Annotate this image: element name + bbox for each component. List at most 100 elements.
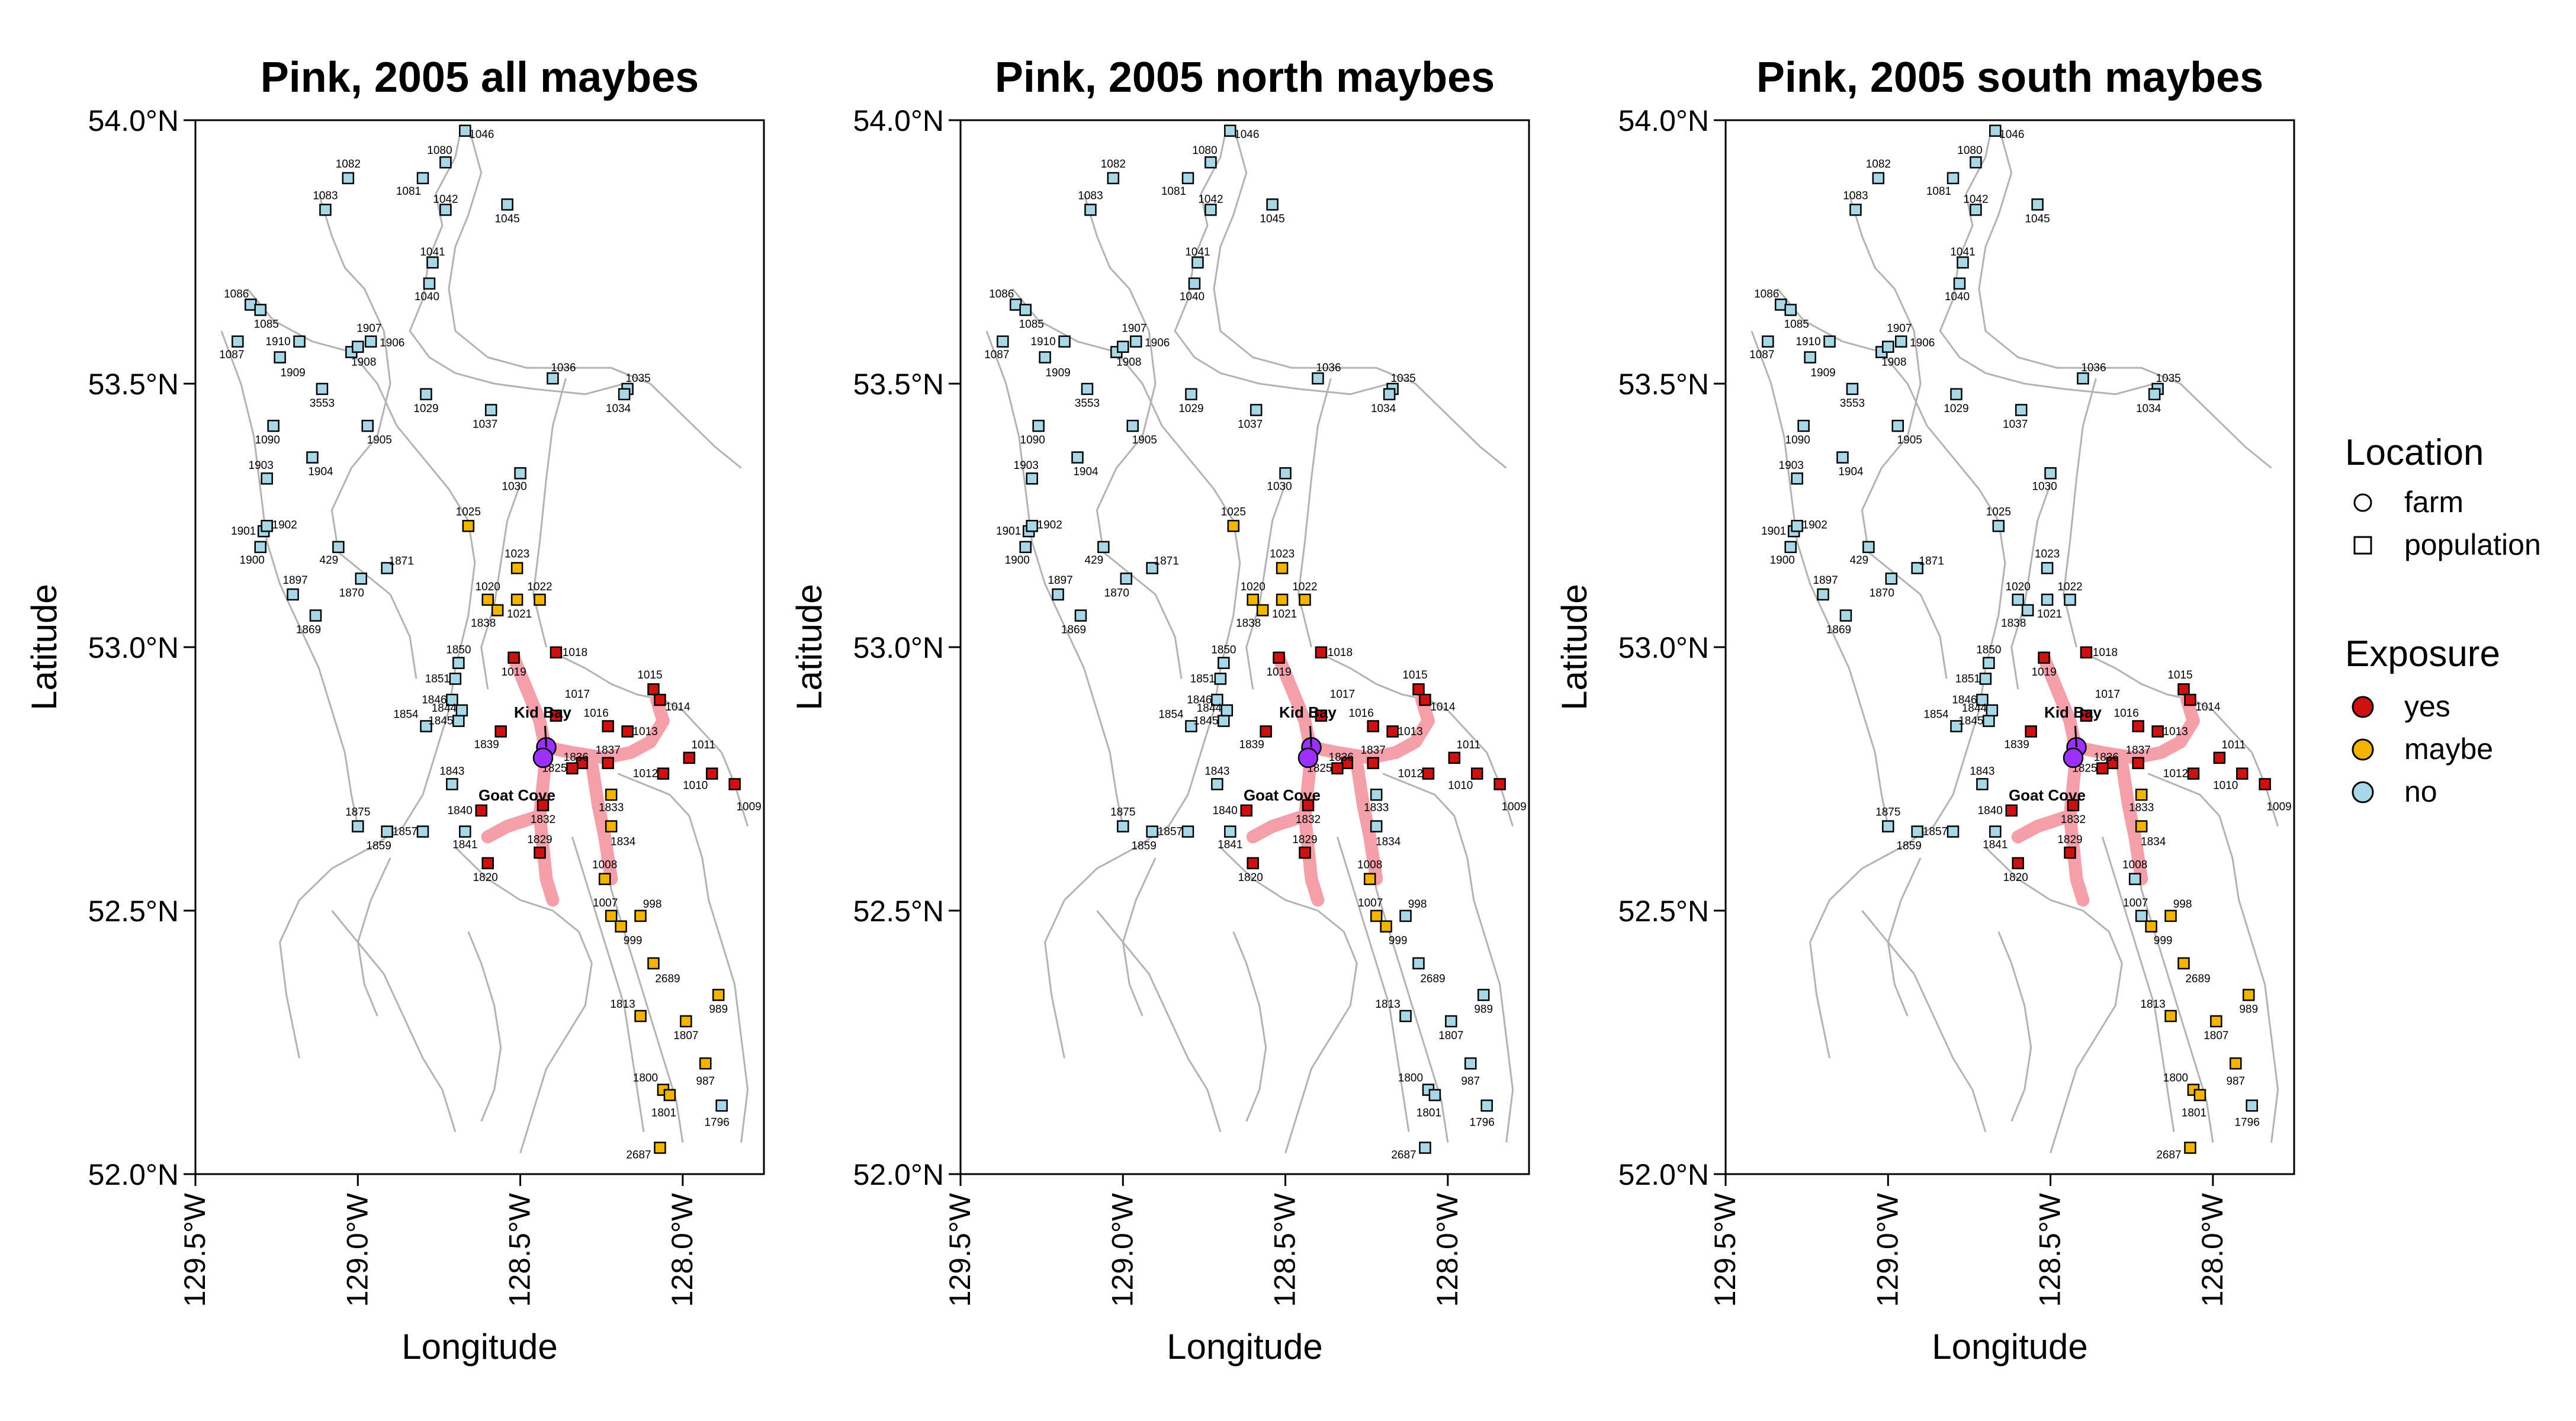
site-label-3553: 3553 <box>1075 397 1100 410</box>
site-label-1838: 1838 <box>1236 618 1261 630</box>
population-marker-1870 <box>1120 573 1133 585</box>
population-marker-1906 <box>1129 335 1142 348</box>
population-marker-1018 <box>2080 646 2093 659</box>
population-marker-1042 <box>1970 204 1982 216</box>
site-label-1904: 1904 <box>1838 466 1864 478</box>
farm-label-goat-cove: Goat Cove <box>2009 786 2086 804</box>
site-label-1030: 1030 <box>2032 480 2057 493</box>
farm-leader-line <box>1309 726 1312 748</box>
population-marker-1009 <box>1493 778 1506 790</box>
site-label-1820: 1820 <box>1238 872 1263 884</box>
population-marker-1869 <box>1074 609 1087 622</box>
population-marker-1900 <box>1019 541 1032 554</box>
population-marker-999 <box>2145 920 2157 933</box>
site-label-1011: 1011 <box>691 739 715 751</box>
population-marker-2689 <box>2177 957 2190 970</box>
population-marker-1030 <box>514 467 526 480</box>
site-label-1841: 1841 <box>452 839 477 851</box>
site-label-987: 987 <box>2226 1075 2245 1088</box>
population-marker-1910 <box>293 335 306 348</box>
coastline-segment <box>1232 931 1267 1122</box>
lon-tick-label: 129.0°W <box>341 1192 374 1307</box>
site-label-1014: 1014 <box>665 701 690 713</box>
population-marker-1045 <box>501 198 513 211</box>
coastline <box>220 125 749 1153</box>
population-marker-429 <box>332 541 345 554</box>
legend-exposure-yes-symbol <box>2352 696 2374 718</box>
population-marker-429 <box>1862 541 1875 554</box>
population-marker-1796 <box>1480 1099 1493 1112</box>
lat-tick-label: 52.5°N <box>1618 895 1709 928</box>
population-marker-1900 <box>1784 541 1797 554</box>
x-axis-label: Longitude <box>1167 1327 1323 1367</box>
site-label-2687: 2687 <box>1391 1149 1416 1162</box>
population-marker-1009 <box>728 778 741 790</box>
lon-tick-label: 128.0°W <box>1431 1192 1464 1307</box>
legend-farm-symbol <box>2353 493 2372 512</box>
farm-marker <box>532 747 554 769</box>
coastline-segment <box>1984 847 2123 1153</box>
population-marker-1905 <box>361 419 374 432</box>
site-label-1029: 1029 <box>1178 403 1203 415</box>
population-marker-1080 <box>439 156 452 169</box>
site-label-998: 998 <box>2173 898 2192 911</box>
site-label-999: 999 <box>624 935 643 947</box>
population-marker-1029 <box>1950 388 1962 401</box>
site-label-1869: 1869 <box>1061 624 1086 636</box>
map-panel-south: Pink, 2005 south maybes 54.0°N 53.5°N 53.0°… <box>1554 54 2295 1367</box>
population-marker-1854 <box>1950 720 1962 732</box>
site-label-1041: 1041 <box>1950 246 1975 258</box>
site-label-1019: 1019 <box>501 666 526 679</box>
coastline-segment <box>1083 194 1183 679</box>
site-label-1857: 1857 <box>1923 826 1948 838</box>
population-marker-1871 <box>381 562 393 574</box>
site-label-1035: 1035 <box>2156 372 2180 385</box>
site-label-1902: 1902 <box>272 519 297 531</box>
site-label-1900: 1900 <box>240 554 265 567</box>
population-marker-1840 <box>2005 804 2018 817</box>
population-marker-1081 <box>1947 172 1960 185</box>
site-label-1820: 1820 <box>473 872 498 884</box>
site-label-2689: 2689 <box>655 973 680 985</box>
map-panel-all: Pink, 2005 all maybes 54.0°N 53.5°N 53.0°N 5… <box>24 54 765 1367</box>
population-marker-1833 <box>1370 788 1383 801</box>
legend-population-symbol <box>2353 536 2372 555</box>
site-label-1042: 1042 <box>1198 193 1223 205</box>
site-label-1007: 1007 <box>593 897 618 909</box>
lat-tick-label: 53.5°N <box>853 368 944 401</box>
plot-box <box>959 119 1530 1175</box>
site-label-1901: 1901 <box>996 525 1021 538</box>
population-marker-1023 <box>2041 562 2054 574</box>
population-marker-1019 <box>508 651 520 664</box>
population-marker-1844 <box>1220 704 1234 717</box>
site-label-1020: 1020 <box>2006 581 2031 593</box>
x-axis-label: Longitude <box>402 1327 558 1367</box>
population-marker-1857 <box>1181 825 1194 838</box>
population-marker-987 <box>699 1057 712 1070</box>
population-marker-1905 <box>1891 419 1904 432</box>
site-label-1046: 1046 <box>469 128 494 141</box>
site-label-1036: 1036 <box>551 362 576 374</box>
population-marker-1090 <box>267 419 280 432</box>
population-marker-1019 <box>1273 651 1285 664</box>
population-marker-3553 <box>1846 382 1859 396</box>
site-label-1871: 1871 <box>1154 555 1179 568</box>
site-label-1854: 1854 <box>1158 709 1184 721</box>
site-label-1907: 1907 <box>1887 323 1912 335</box>
population-marker-1902 <box>261 520 273 532</box>
population-marker-1910 <box>1823 335 1836 348</box>
farm-label-kid-bay: Kid Bay <box>1279 703 1337 721</box>
site-label-1909: 1909 <box>1045 367 1070 380</box>
site-label-1905: 1905 <box>367 434 392 446</box>
population-marker-1085 <box>1019 304 1032 316</box>
population-marker-1871 <box>1911 562 1923 574</box>
site-label-1909: 1909 <box>280 367 305 380</box>
site-label-1838: 1838 <box>2001 618 2026 630</box>
population-marker-1015 <box>2177 683 2190 696</box>
site-label-1011: 1011 <box>2221 739 2246 751</box>
population-marker-1008 <box>2128 873 2141 885</box>
site-label-1854: 1854 <box>393 709 419 721</box>
population-marker-1007 <box>1370 909 1383 922</box>
population-marker-1017 <box>1315 709 1328 722</box>
population-marker-998 <box>1399 909 1412 922</box>
